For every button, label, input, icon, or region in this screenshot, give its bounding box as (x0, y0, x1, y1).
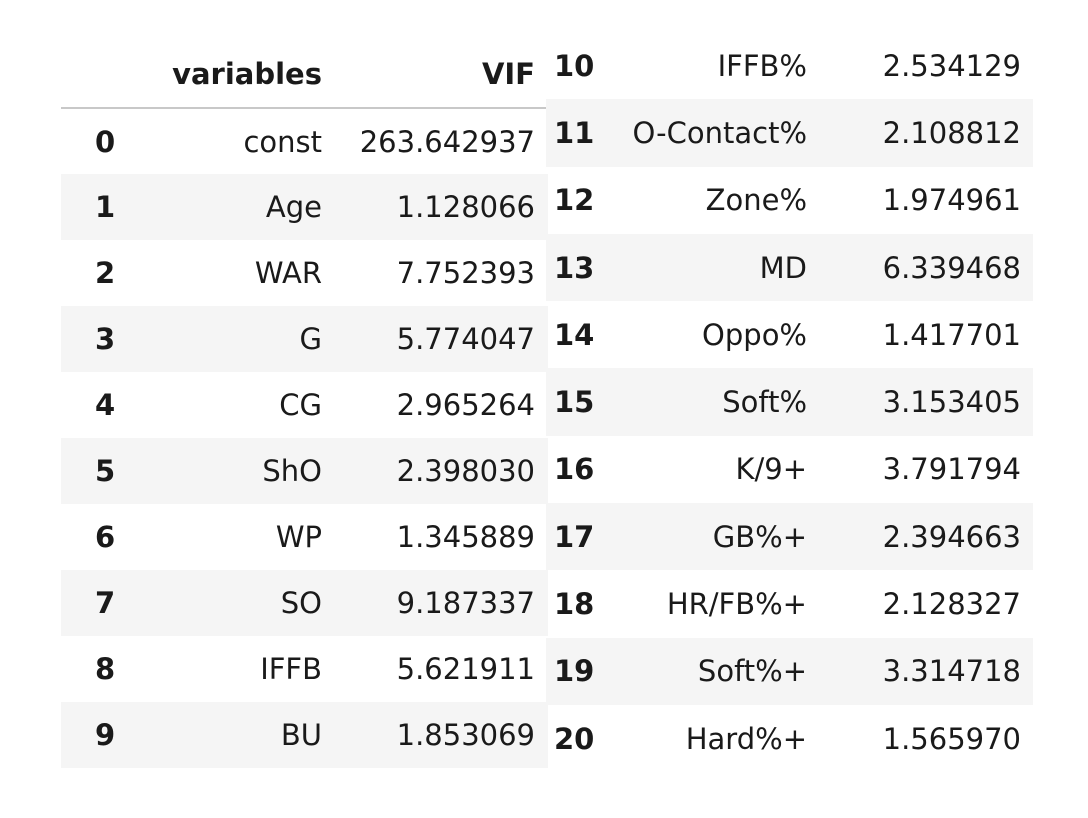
variable-name-cell: O-Contact% (632, 115, 807, 150)
vif-column-header: VIF (342, 40, 548, 109)
row-index-cell: 17 (554, 519, 595, 554)
table-row: 3 G 5.774047 (61, 306, 548, 372)
vif-value-cell: 1.128066 (396, 190, 535, 224)
variable-name-cell: K/9+ (735, 452, 807, 487)
row-index-cell: 3 (95, 322, 116, 356)
vif-value-cell: 3.791794 (882, 452, 1021, 487)
row-index-cell: 18 (554, 587, 595, 622)
table-row: 15 Soft% 3.153405 (546, 368, 1033, 436)
variable-name-cell: IFFB% (717, 48, 807, 83)
table-row: 6 WP 1.345889 (61, 504, 548, 570)
header-row: variables VIF (61, 40, 548, 109)
table-body-left: 0 const 263.642937 1 Age 1.128066 2 WAR 7.752393… (61, 108, 548, 768)
variable-name-cell: Hard%+ (685, 721, 807, 756)
row-index-cell: 16 (554, 452, 595, 487)
variable-name-cell: Soft%+ (697, 654, 807, 689)
vif-value-cell: 1.853069 (396, 718, 535, 752)
table-row: 19 Soft%+ 3.314718 (546, 637, 1033, 705)
vif-value-cell: 1.417701 (882, 317, 1021, 352)
row-index-cell: 14 (554, 317, 595, 352)
table-row: 2 WAR 7.752393 (61, 240, 548, 306)
vif-value-cell: 2.108812 (882, 115, 1021, 150)
vif-value-cell: 6.339468 (882, 250, 1021, 285)
variable-name-cell: HR/FB%+ (666, 587, 807, 622)
vif-table-left: variables VIF 0 const 263.642937 1 Age 1.1280… (61, 40, 548, 768)
variable-name-cell: ShO (262, 454, 322, 488)
variable-name-cell: BU (280, 718, 322, 752)
table-row: 8 IFFB 5.621911 (61, 636, 548, 702)
variable-name-cell: GB%+ (712, 519, 807, 554)
variable-name-cell: IFFB (260, 652, 322, 686)
index-column-header (61, 40, 136, 109)
table-row: 7 SO 9.187337 (61, 570, 548, 636)
row-index-cell: 5 (95, 454, 116, 488)
row-index-cell: 9 (95, 718, 116, 752)
row-index-cell: 6 (95, 520, 116, 554)
variable-name-cell: G (299, 322, 322, 356)
vif-value-cell: 9.187337 (396, 586, 535, 620)
vif-value-cell: 5.621911 (396, 652, 535, 686)
variable-name-cell: WAR (254, 256, 322, 290)
row-index-cell: 20 (554, 721, 595, 756)
table-row: 9 BU 1.853069 (61, 702, 548, 768)
table-row: 20 Hard%+ 1.565970 (546, 705, 1033, 772)
variables-column-header: variables (136, 40, 342, 109)
variable-name-cell: CG (279, 388, 322, 422)
vif-table-right: 10 IFFB% 2.534129 11 O-Contact% 2.108812 12 Zon… (546, 32, 1033, 772)
table-row: 0 const 263.642937 (61, 108, 548, 174)
table-row: 17 GB%+ 2.394663 (546, 503, 1033, 571)
table-row: 14 Oppo% 1.417701 (546, 301, 1033, 368)
variable-name-cell: Oppo% (702, 317, 807, 352)
row-index-cell: 0 (95, 124, 116, 159)
variable-name-cell: Age (265, 190, 322, 224)
vif-value-cell: 2.398030 (396, 454, 535, 488)
row-index-cell: 11 (554, 115, 595, 150)
vif-value-cell: 2.534129 (882, 48, 1021, 83)
table-row: 4 CG 2.965264 (61, 372, 548, 438)
variable-name-cell: WP (275, 520, 322, 554)
row-index-cell: 4 (95, 388, 116, 422)
table-row: 1 Age 1.128066 (61, 174, 548, 240)
table-header: variables VIF (61, 40, 548, 109)
variable-name-cell: Zone% (705, 183, 807, 218)
variable-name-cell: Soft% (722, 385, 807, 420)
table-row: 13 MD 6.339468 (546, 233, 1033, 302)
table-row: 10 IFFB% 2.534129 (546, 32, 1033, 99)
vif-value-cell: 7.752393 (396, 256, 535, 290)
table-row: 12 Zone% 1.974961 (546, 167, 1033, 234)
row-index-cell: 8 (95, 652, 116, 686)
vif-value-cell: 1.565970 (882, 721, 1021, 756)
variable-name-cell: MD (759, 250, 807, 285)
vif-value-cell: 3.314718 (882, 654, 1021, 689)
table-body-right: 10 IFFB% 2.534129 11 O-Contact% 2.108812 12 Zon… (546, 32, 1033, 772)
vif-value-cell: 2.128327 (882, 587, 1021, 622)
vif-value-cell: 2.394663 (882, 519, 1021, 554)
row-index-cell: 10 (554, 48, 595, 83)
vif-value-cell: 263.642937 (359, 124, 535, 159)
variable-name-cell: SO (280, 586, 322, 620)
vif-value-cell: 1.974961 (882, 183, 1021, 218)
row-index-cell: 2 (95, 256, 116, 290)
row-index-cell: 13 (554, 250, 595, 285)
vif-value-cell: 1.345889 (396, 520, 535, 554)
vif-value-cell: 2.965264 (396, 388, 535, 422)
vif-value-cell: 5.774047 (396, 322, 535, 356)
table-row: 16 K/9+ 3.791794 (546, 436, 1033, 503)
table-row: 18 HR/FB%+ 2.128327 (546, 570, 1033, 637)
row-index-cell: 19 (554, 654, 595, 689)
row-index-cell: 7 (95, 586, 116, 620)
row-index-cell: 1 (95, 190, 116, 224)
row-index-cell: 12 (554, 183, 595, 218)
table-row: 5 ShO 2.398030 (61, 438, 548, 504)
variable-name-cell: const (243, 124, 322, 159)
row-index-cell: 15 (554, 385, 595, 420)
vif-value-cell: 3.153405 (882, 385, 1021, 420)
table-row: 11 O-Contact% 2.108812 (546, 99, 1033, 167)
